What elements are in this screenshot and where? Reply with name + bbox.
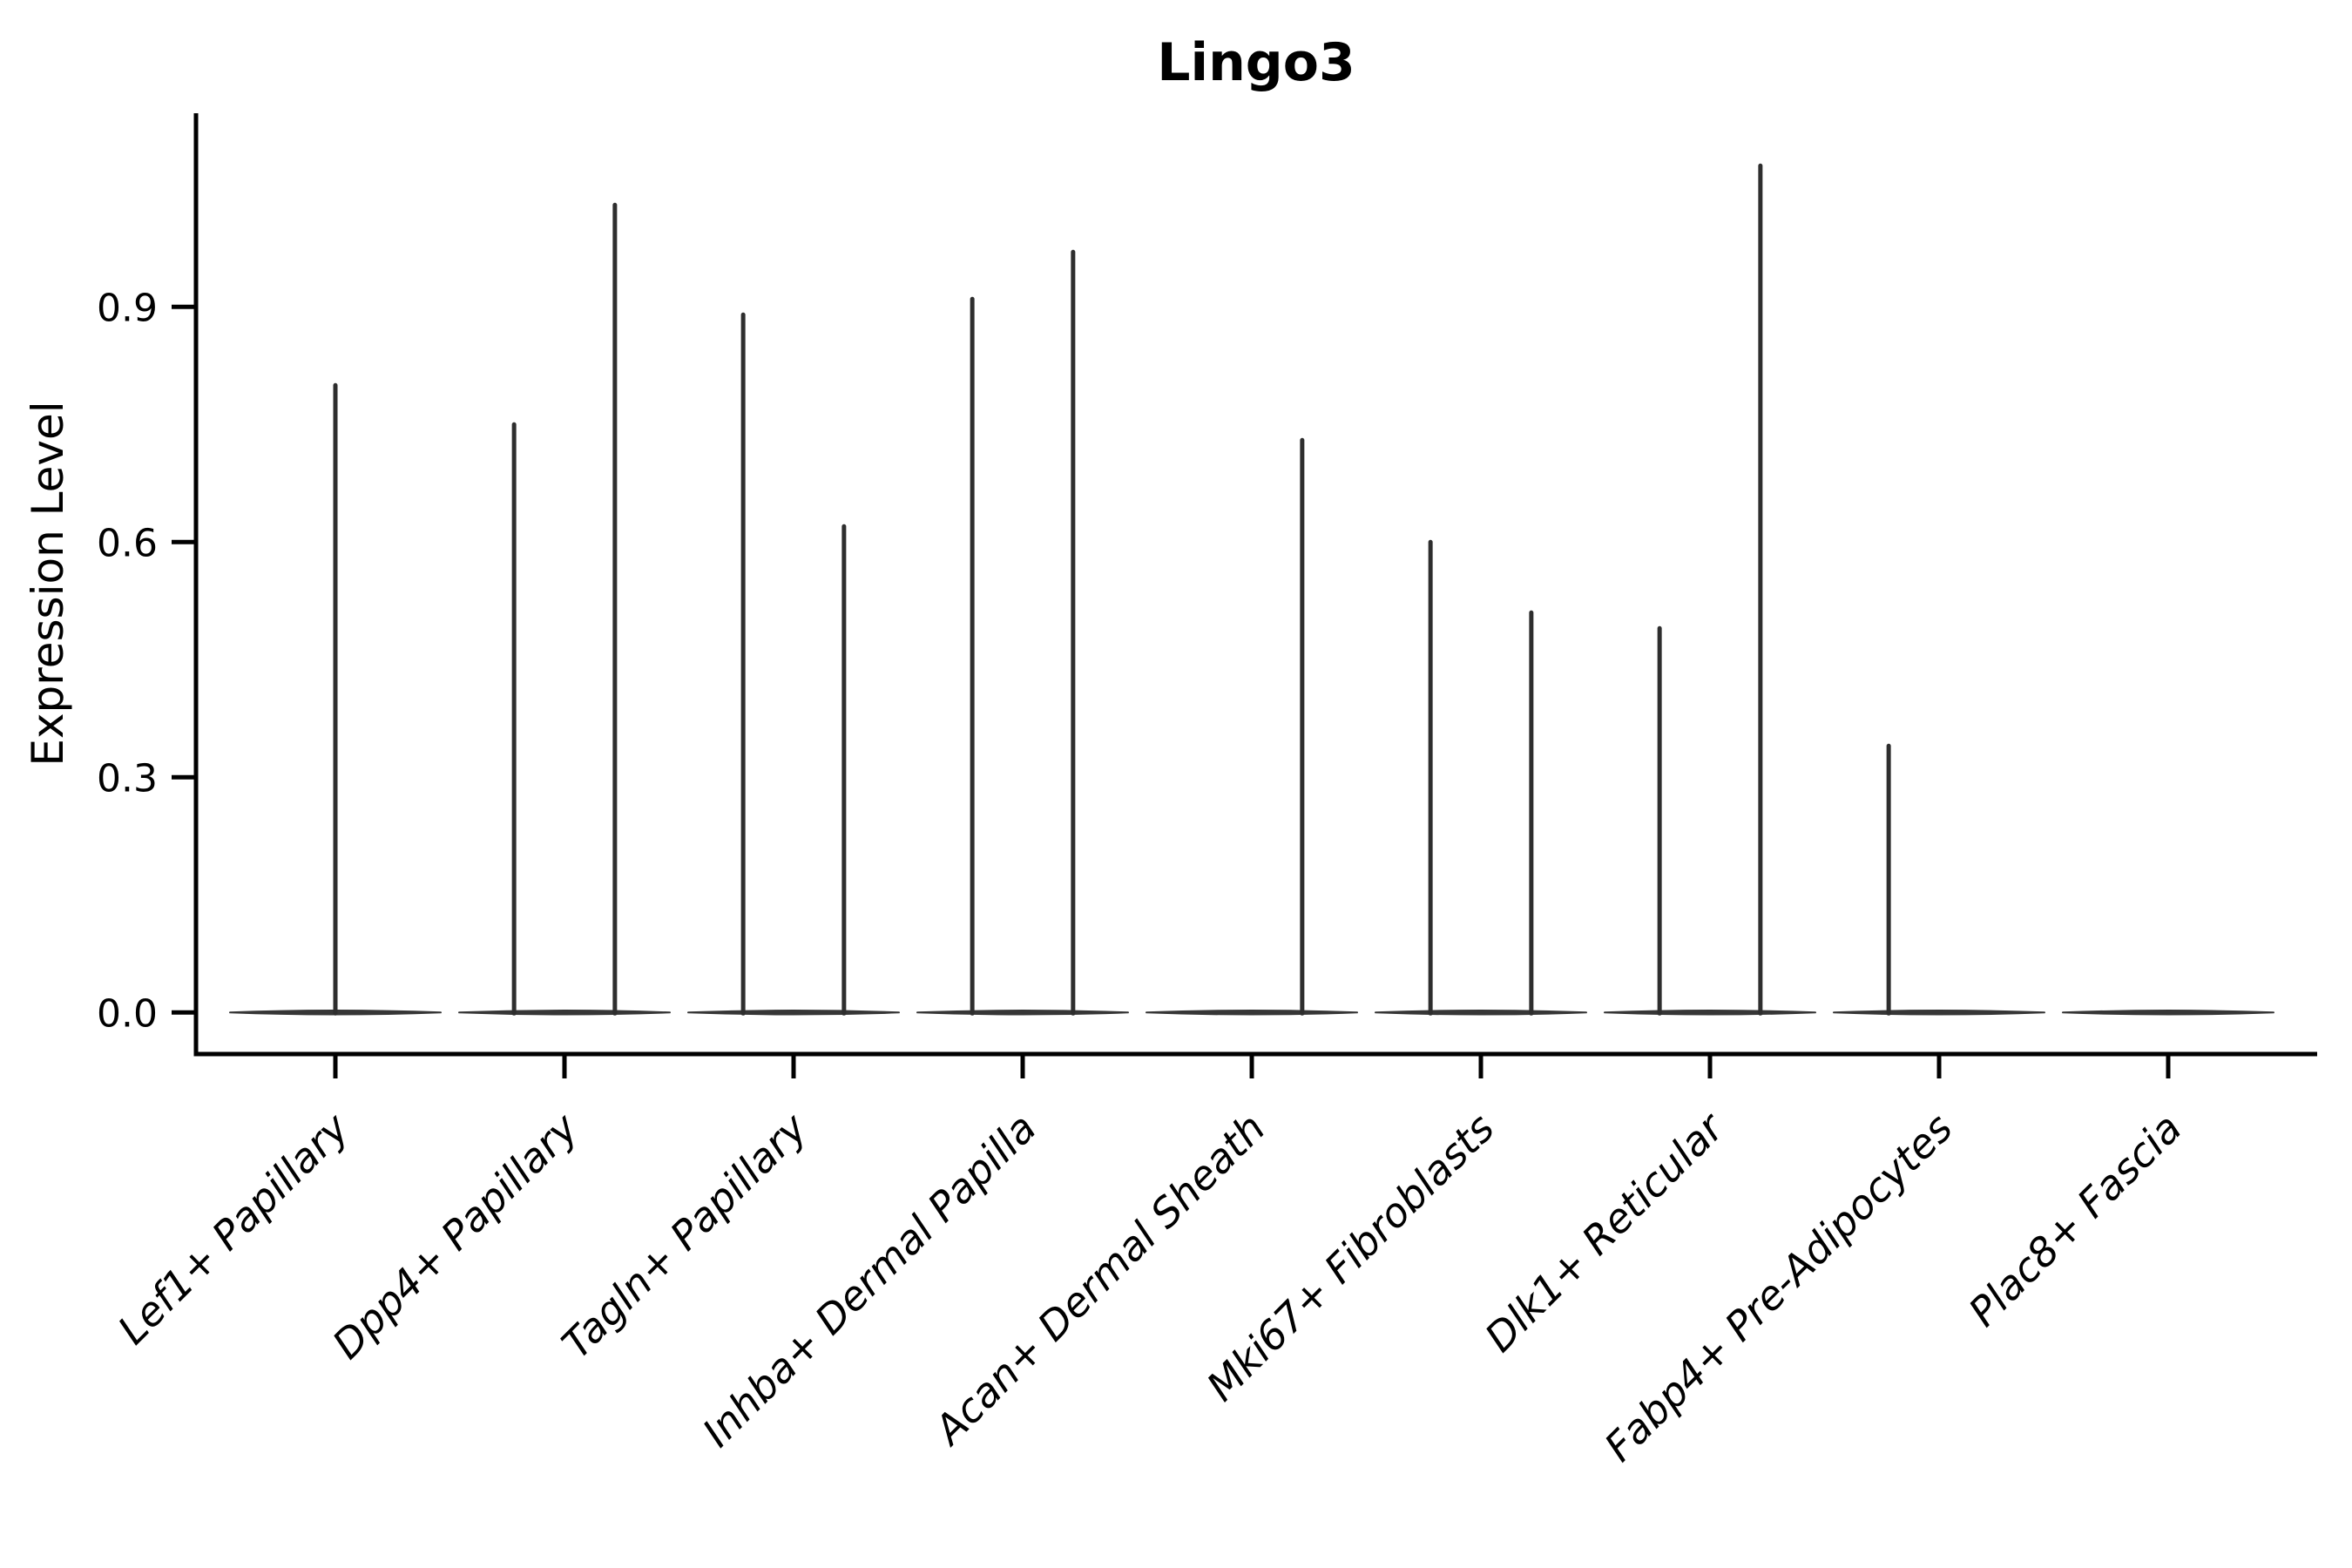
x-tick-label: Dpp4+ Papillary (323, 1104, 587, 1368)
violin-body (1604, 1010, 1816, 1016)
x-tick-label: Lef1+ Papillary (109, 1104, 358, 1353)
violin-spikes-layer (333, 163, 1891, 1016)
violin-body (1833, 1010, 2045, 1016)
x-tick-label: Dlk1+ Reticular (1476, 1102, 1734, 1361)
violin-bodies-layer (229, 1010, 2274, 1016)
y-tick-label: 0.0 (97, 991, 158, 1036)
x-tick-label: Tagln+ Papillary (552, 1104, 816, 1368)
violin-body (458, 1010, 671, 1016)
violin-body (2062, 1010, 2274, 1016)
y-tick-label: 0.3 (97, 756, 158, 801)
y-tick-label: 0.6 (97, 521, 158, 565)
violin-body (1146, 1010, 1358, 1016)
axes-layer (172, 113, 2317, 1078)
x-tick-label: Plac8+ Fascia (1959, 1105, 2190, 1335)
violin-body (916, 1010, 1129, 1016)
chart-title: Lingo3 (1157, 32, 1355, 93)
y-axis-label: Expression Level (23, 401, 73, 766)
y-tick-label: 0.9 (97, 286, 158, 330)
violin-body (1375, 1010, 1587, 1016)
violin-body (687, 1010, 900, 1016)
